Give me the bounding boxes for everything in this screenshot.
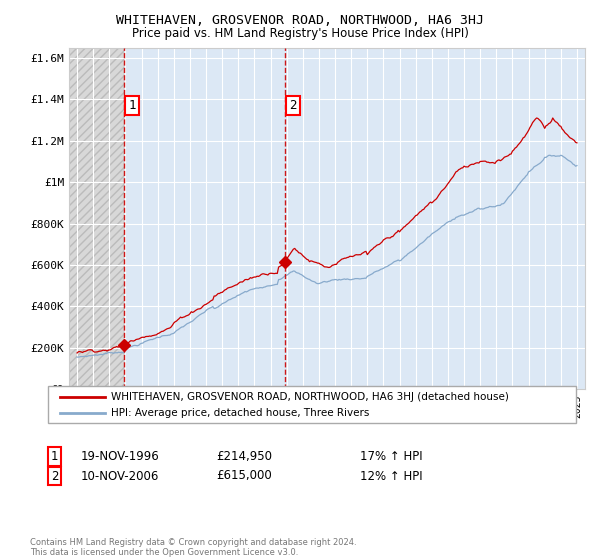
Text: £615,000: £615,000 [216, 469, 272, 483]
Text: 17% ↑ HPI: 17% ↑ HPI [360, 450, 422, 463]
Text: 19-NOV-1996: 19-NOV-1996 [81, 450, 160, 463]
Text: 1: 1 [128, 99, 136, 112]
Text: 2: 2 [51, 469, 59, 483]
Text: 10-NOV-2006: 10-NOV-2006 [81, 469, 160, 483]
Text: WHITEHAVEN, GROSVENOR ROAD, NORTHWOOD, HA6 3HJ (detached house): WHITEHAVEN, GROSVENOR ROAD, NORTHWOOD, H… [111, 391, 509, 402]
Bar [69, 48, 124, 389]
Bar [69, 48, 124, 389]
Text: 12% ↑ HPI: 12% ↑ HPI [360, 469, 422, 483]
Bar [285, 48, 585, 389]
Text: 2: 2 [290, 99, 297, 112]
Text: WHITEHAVEN, GROSVENOR ROAD, NORTHWOOD, HA6 3HJ: WHITEHAVEN, GROSVENOR ROAD, NORTHWOOD, H… [116, 14, 484, 27]
Text: 1: 1 [51, 450, 59, 463]
Bar [124, 48, 285, 389]
Text: £214,950: £214,950 [216, 450, 272, 463]
Text: Price paid vs. HM Land Registry's House Price Index (HPI): Price paid vs. HM Land Registry's House … [131, 27, 469, 40]
Text: Contains HM Land Registry data © Crown copyright and database right 2024.
This d: Contains HM Land Registry data © Crown c… [30, 538, 356, 557]
Text: HPI: Average price, detached house, Three Rivers: HPI: Average price, detached house, Thre… [111, 408, 370, 418]
